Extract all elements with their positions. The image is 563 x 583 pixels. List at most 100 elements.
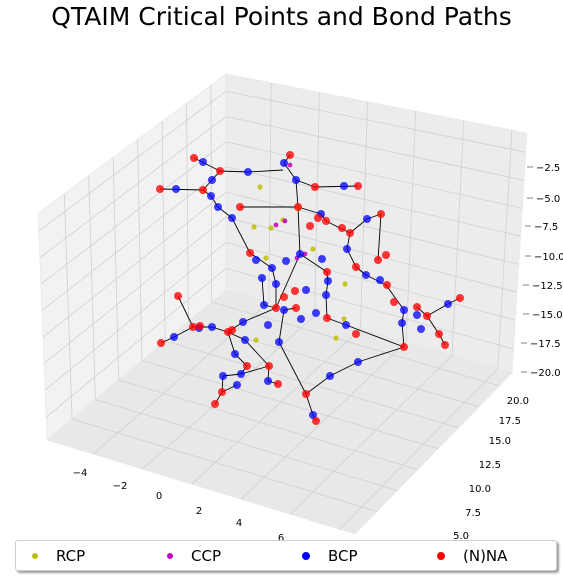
- nna-point: [292, 304, 300, 312]
- nna-point: [441, 341, 449, 349]
- z-tick-label: −20.0: [530, 368, 561, 379]
- bcp-point: [237, 370, 245, 378]
- bcp-point: [264, 377, 272, 385]
- rcp-point: [341, 316, 346, 321]
- nna-point: [322, 217, 330, 225]
- z-tick-label: −12.5: [532, 281, 563, 292]
- y-tick-label: 10.0: [469, 484, 491, 495]
- nna-point: [413, 303, 421, 311]
- bcp-point: [228, 214, 236, 222]
- bcp-point: [322, 291, 330, 299]
- nna-point: [435, 330, 443, 338]
- bcp-point: [400, 306, 408, 314]
- nna-point: [156, 185, 164, 193]
- x-tick-label: −2: [113, 481, 128, 492]
- bcp-point: [343, 245, 351, 253]
- legend-marker-rcp: [32, 553, 38, 559]
- bcp-point: [241, 336, 249, 344]
- nna-point: [218, 388, 226, 396]
- z-tick-label: −17.5: [530, 339, 561, 350]
- z-tick-label: −15.0: [532, 310, 563, 321]
- rcp-point: [251, 224, 256, 229]
- bcp-point: [376, 276, 384, 284]
- rcp-point: [310, 246, 315, 251]
- nna-point: [157, 339, 165, 347]
- bcp-point: [296, 250, 304, 258]
- x-tick-label: 4: [236, 518, 242, 529]
- bcp-point: [272, 280, 280, 288]
- bcp-point: [282, 257, 290, 265]
- bcp-point: [233, 381, 241, 389]
- nna-point: [312, 417, 320, 425]
- nna-point: [274, 380, 282, 388]
- nna-point: [311, 183, 319, 191]
- ccp-point: [274, 223, 279, 228]
- bcp-point: [398, 319, 406, 327]
- nna-point: [456, 294, 464, 302]
- nna-point: [383, 281, 391, 289]
- nna-point: [189, 323, 197, 331]
- nna-point: [382, 251, 390, 259]
- z-tick-label: −10.0: [534, 252, 563, 263]
- bcp-point: [208, 323, 216, 331]
- bcp-point: [340, 182, 348, 190]
- nna-point: [314, 214, 322, 222]
- nna-point: [352, 330, 360, 338]
- rcp-point: [257, 184, 262, 189]
- nna-point: [199, 186, 207, 194]
- nna-point: [338, 224, 346, 232]
- z-tick-label: −5.0: [536, 194, 560, 205]
- legend-marker-nna: [437, 552, 445, 560]
- ccp-point: [288, 163, 293, 168]
- nna-point: [423, 312, 431, 320]
- nna-point: [400, 343, 408, 351]
- bcp-point: [207, 192, 215, 200]
- rcp-point: [268, 225, 273, 230]
- ccp-point: [283, 219, 288, 224]
- nna-point: [323, 268, 331, 276]
- x-tick-label: 0: [156, 491, 162, 502]
- legend-item-rcp: RCP: [16, 547, 151, 565]
- nna-point: [354, 182, 362, 190]
- bcp-point: [199, 158, 207, 166]
- nna-point: [323, 314, 331, 322]
- x-tick-label: 2: [196, 506, 202, 517]
- z-tick-label: −2.5: [536, 163, 560, 174]
- nna-point: [302, 390, 310, 398]
- bcp-point: [324, 277, 332, 285]
- bcp-point: [318, 255, 326, 263]
- bcp-point: [342, 321, 350, 329]
- nna-point: [216, 167, 224, 175]
- bcp-point: [231, 350, 239, 358]
- legend-label-rcp: RCP: [56, 547, 85, 565]
- nna-point: [196, 322, 204, 330]
- nna-point: [211, 400, 219, 408]
- bcp-point: [363, 215, 371, 223]
- bcp-point: [214, 203, 222, 211]
- nna-point: [352, 263, 360, 271]
- bcp-point: [170, 333, 178, 341]
- bcp-point: [326, 372, 334, 380]
- bcp-point: [417, 325, 425, 333]
- nna-point: [228, 326, 236, 334]
- rcp-point: [263, 255, 268, 260]
- bcp-point: [239, 318, 247, 326]
- bcp-point: [252, 256, 260, 264]
- legend-marker-bcp: [302, 552, 310, 560]
- bcp-point: [208, 176, 216, 184]
- nna-point: [280, 293, 288, 301]
- nna-point: [190, 154, 198, 162]
- legend: RCP CCP BCP (N)NA: [15, 540, 557, 571]
- nna-point: [286, 151, 294, 159]
- bcp-point: [354, 358, 362, 366]
- bcp-point: [258, 274, 266, 282]
- y-tick-label: 7.5: [465, 508, 481, 519]
- rcp-point: [333, 335, 338, 340]
- nna-point: [291, 287, 299, 295]
- legend-item-nna: (N)NA: [421, 547, 556, 565]
- y-tick-label: 15.0: [489, 436, 511, 447]
- bcp-point: [268, 264, 276, 272]
- nna-point: [265, 362, 273, 370]
- bcp-point: [219, 372, 227, 380]
